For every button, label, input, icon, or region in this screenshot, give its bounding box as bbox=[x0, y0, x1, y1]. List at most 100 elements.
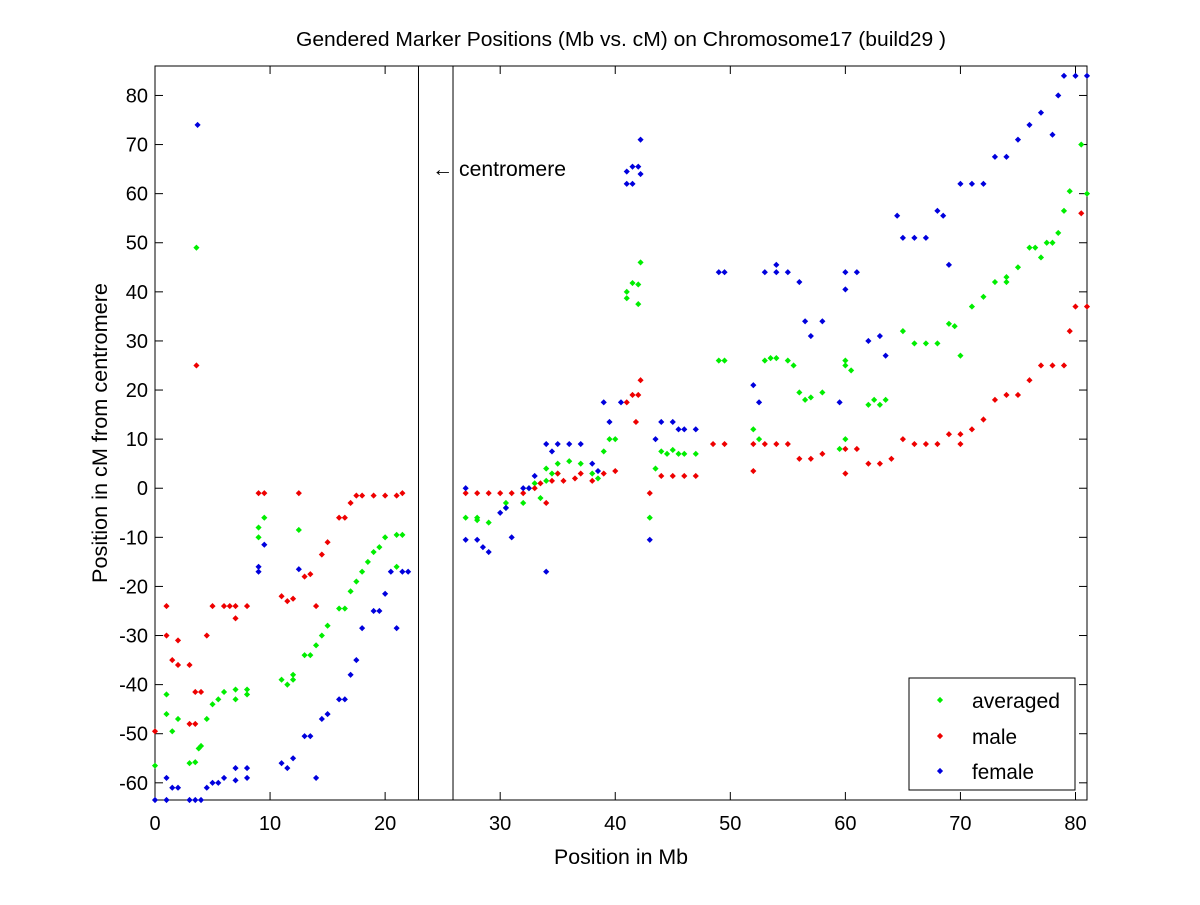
point-male bbox=[709, 440, 717, 448]
point-averaged bbox=[531, 480, 538, 487]
y-tick-label: 20 bbox=[126, 380, 148, 402]
point-female bbox=[876, 332, 883, 340]
point-female bbox=[629, 163, 636, 170]
point-female bbox=[1072, 72, 1079, 79]
point-male bbox=[934, 440, 941, 448]
point-female bbox=[922, 234, 929, 241]
point-averaged bbox=[767, 355, 774, 362]
point-averaged bbox=[336, 605, 343, 612]
point-averaged bbox=[750, 426, 757, 433]
point-male bbox=[520, 490, 527, 497]
plot-area bbox=[154, 65, 1088, 801]
point-averaged bbox=[474, 517, 481, 524]
point-female bbox=[819, 318, 826, 325]
point-male bbox=[957, 440, 964, 448]
point-averaged bbox=[203, 715, 210, 723]
point-female bbox=[934, 207, 941, 214]
point-female bbox=[807, 332, 814, 340]
point-averaged bbox=[209, 701, 216, 708]
point-female bbox=[784, 269, 791, 276]
point-female bbox=[215, 779, 222, 786]
point-averaged bbox=[220, 688, 228, 696]
point-male bbox=[692, 472, 699, 480]
point-male bbox=[1003, 391, 1010, 399]
point-averaged bbox=[635, 281, 642, 288]
point-female bbox=[652, 436, 659, 443]
point-averaged bbox=[1026, 244, 1033, 251]
point-female bbox=[261, 541, 268, 548]
point-male bbox=[186, 661, 193, 669]
legend-label-female: female bbox=[972, 761, 1034, 784]
y-tick-label: 80 bbox=[126, 85, 148, 107]
point-averaged bbox=[353, 578, 360, 585]
y-tick-label: -50 bbox=[119, 724, 148, 746]
point-averaged bbox=[945, 320, 952, 327]
point-male bbox=[462, 490, 469, 497]
point-averaged bbox=[577, 460, 584, 467]
y-tick-label: 50 bbox=[126, 233, 148, 255]
point-male bbox=[370, 492, 377, 499]
point-female bbox=[284, 765, 291, 772]
point-averaged bbox=[957, 352, 964, 359]
point-female bbox=[658, 418, 665, 426]
point-female bbox=[163, 774, 170, 781]
point-averaged bbox=[600, 448, 607, 455]
point-male bbox=[1083, 303, 1091, 310]
point-averaged bbox=[871, 396, 878, 403]
point-averaged bbox=[802, 396, 809, 403]
point-male bbox=[151, 728, 159, 735]
point-female bbox=[669, 418, 676, 426]
y-tick-label: 70 bbox=[126, 135, 148, 157]
point-female bbox=[151, 796, 159, 804]
point-male bbox=[888, 455, 895, 462]
point-male bbox=[980, 416, 987, 423]
point-averaged bbox=[462, 514, 469, 521]
point-male bbox=[796, 455, 803, 462]
point-male bbox=[658, 472, 665, 480]
point-female bbox=[721, 269, 728, 276]
x-tick-label: 20 bbox=[374, 813, 396, 835]
point-averaged bbox=[922, 340, 929, 347]
point-averaged bbox=[554, 460, 561, 467]
point-averaged bbox=[911, 340, 918, 347]
point-averaged bbox=[635, 301, 642, 308]
point-female bbox=[637, 170, 644, 178]
point-male bbox=[301, 573, 308, 580]
point-averaged bbox=[1003, 278, 1010, 286]
point-male bbox=[261, 490, 268, 497]
point-male bbox=[508, 490, 515, 497]
point-averaged bbox=[652, 465, 659, 472]
point-averaged bbox=[548, 470, 556, 477]
point-averaged bbox=[790, 362, 797, 369]
point-female bbox=[301, 733, 308, 740]
point-averaged bbox=[675, 450, 682, 457]
point-averaged bbox=[594, 475, 602, 482]
point-averaged bbox=[382, 534, 389, 541]
point-female bbox=[681, 426, 688, 433]
legend: averaged male female bbox=[908, 677, 1076, 791]
point-male bbox=[1014, 391, 1022, 399]
point-female bbox=[197, 796, 205, 804]
point-female bbox=[756, 399, 763, 406]
point-male bbox=[571, 475, 579, 482]
point-female bbox=[336, 696, 343, 703]
point-female bbox=[836, 399, 843, 406]
point-female bbox=[623, 180, 630, 187]
point-female bbox=[940, 212, 947, 219]
point-averaged bbox=[186, 760, 193, 767]
point-female bbox=[243, 774, 251, 781]
legend-label-male: male bbox=[972, 726, 1017, 749]
point-male bbox=[637, 377, 644, 384]
point-averaged bbox=[721, 357, 728, 364]
point-male bbox=[209, 603, 216, 610]
point-female bbox=[773, 261, 780, 268]
y-axis-label: Position in cM from centromere bbox=[89, 283, 112, 583]
point-averaged bbox=[876, 401, 883, 408]
point-female bbox=[479, 544, 486, 551]
point-male bbox=[623, 399, 630, 406]
point-male bbox=[669, 472, 676, 480]
point-female bbox=[543, 440, 550, 448]
point-female bbox=[1026, 121, 1033, 128]
point-male bbox=[922, 440, 929, 448]
point-female bbox=[485, 548, 492, 556]
